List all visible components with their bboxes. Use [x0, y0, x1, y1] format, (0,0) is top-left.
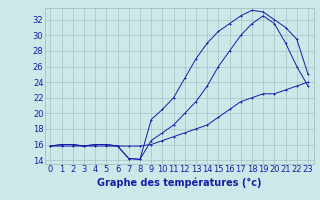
X-axis label: Graphe des températures (°c): Graphe des températures (°c) [97, 177, 261, 188]
